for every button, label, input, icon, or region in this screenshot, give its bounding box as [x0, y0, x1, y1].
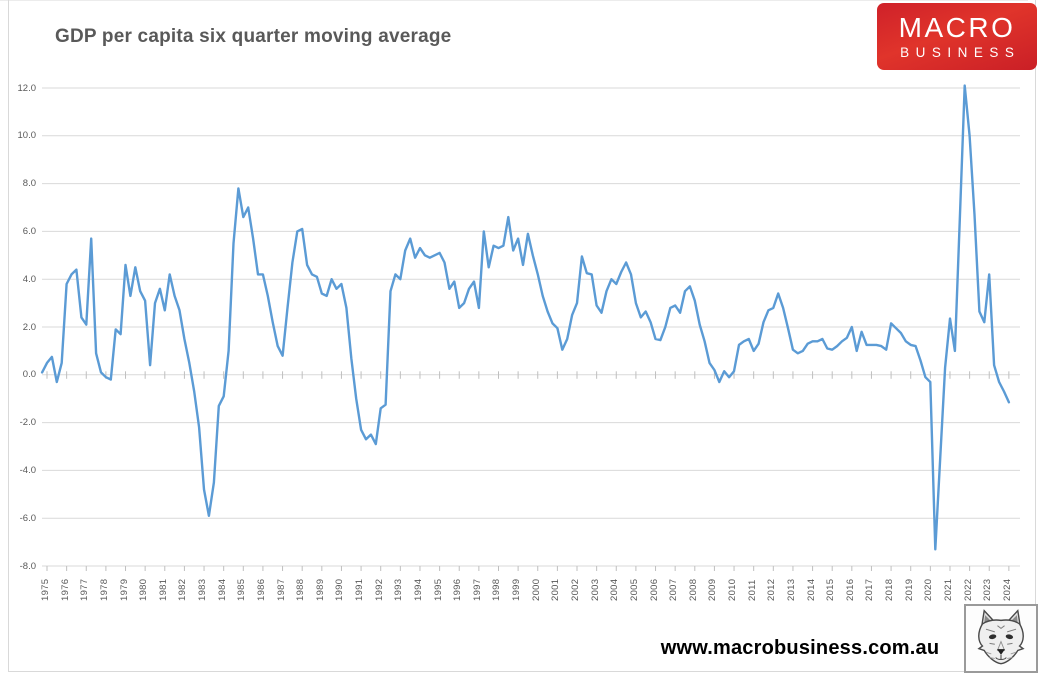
- x-axis-label: 2011: [746, 579, 758, 601]
- y-axis-label: 4.0: [22, 273, 36, 285]
- x-axis-label: 1986: [255, 578, 267, 601]
- fox-sketch-icon: [977, 609, 1025, 665]
- page-right-border: [1035, 0, 1036, 672]
- x-axis-label: 1993: [393, 578, 405, 601]
- y-axis-label: 10.0: [17, 130, 37, 142]
- x-axis-label: 2000: [530, 578, 542, 601]
- y-axis-label: 2.0: [22, 321, 36, 333]
- chart-title: GDP per capita six quarter moving averag…: [55, 26, 452, 47]
- x-axis-label: 1978: [98, 578, 110, 601]
- x-axis-label: 1975: [40, 578, 51, 601]
- chart-object-bottom-edge: [0, 0, 1028, 1]
- fox-logo: [964, 604, 1038, 673]
- x-axis-label: 1998: [491, 578, 503, 601]
- x-axis-label: 2016: [844, 578, 856, 601]
- x-axis-label: 2004: [609, 578, 621, 601]
- y-axis-label: -4.0: [19, 464, 36, 476]
- y-axis-label: -8.0: [19, 560, 36, 572]
- x-axis-label: 2020: [923, 578, 935, 601]
- x-axis-label: 1979: [118, 578, 130, 601]
- x-axis-label: 2009: [707, 578, 719, 601]
- x-axis-label: 2003: [589, 578, 601, 601]
- y-axis-label: -6.0: [19, 512, 36, 524]
- x-axis-label: 2001: [550, 578, 562, 601]
- x-axis-label: 1976: [59, 578, 71, 601]
- x-axis-label: 2015: [825, 578, 837, 601]
- page-bottom-border: [8, 671, 1036, 672]
- x-axis-label: 2010: [727, 578, 739, 601]
- y-axis-label: 12.0: [17, 82, 37, 94]
- y-axis-label: 0.0: [22, 369, 36, 381]
- logo-text-business: BUSINESS: [900, 44, 1021, 60]
- x-axis-label: 1988: [295, 578, 307, 601]
- x-axis-label: 2019: [903, 578, 915, 601]
- x-axis-label: 1994: [412, 578, 424, 601]
- x-axis-label: 2017: [864, 578, 876, 601]
- x-axis-label: 2021: [942, 578, 954, 601]
- x-axis-label: 1992: [373, 578, 385, 601]
- x-axis-label: 2013: [785, 578, 797, 601]
- x-axis-label: 2008: [687, 578, 699, 601]
- x-axis-label: 1977: [79, 578, 91, 601]
- x-axis-label: 2002: [570, 578, 581, 601]
- y-axis-label: 6.0: [22, 225, 36, 237]
- x-axis-label: 1984: [216, 578, 228, 601]
- x-axis-label: 2018: [884, 578, 896, 601]
- x-axis-label: 1995: [432, 578, 444, 601]
- x-axis-label: 1987: [275, 578, 287, 601]
- x-axis-label: 1985: [236, 578, 248, 601]
- x-axis-label: 1989: [314, 578, 326, 601]
- logo-text-macro: MACRO: [898, 11, 1016, 43]
- x-axis-label: 2023: [982, 578, 994, 601]
- x-axis-label: 2014: [805, 578, 817, 601]
- x-axis-label: 2012: [766, 578, 778, 601]
- x-axis-label: 1997: [471, 578, 483, 601]
- x-axis-label: 1996: [452, 578, 464, 601]
- x-axis-label: 1980: [138, 578, 150, 601]
- website-url: www.macrobusiness.com.au: [660, 637, 940, 659]
- x-axis-label: 2022: [962, 578, 974, 601]
- x-axis-label: 1981: [157, 578, 169, 601]
- x-axis-label: 2007: [668, 578, 680, 601]
- x-axis-label: 1991: [354, 578, 366, 601]
- x-axis-label: 1983: [197, 578, 209, 601]
- x-axis-label: 1999: [511, 578, 523, 601]
- x-axis-label: 2005: [628, 578, 640, 601]
- y-axis-label: -2.0: [19, 417, 36, 429]
- x-axis-label: 1990: [334, 578, 346, 601]
- x-axis-label: 1982: [177, 578, 189, 601]
- x-axis-label: 2024: [1001, 578, 1013, 601]
- x-axis-label: 2006: [648, 578, 660, 601]
- y-axis-label: 8.0: [22, 178, 36, 190]
- page-left-border: [8, 0, 9, 672]
- gdp-series-line: [40, 84, 1011, 551]
- macrobusiness-logo: MACRO BUSINESS: [877, 3, 1037, 70]
